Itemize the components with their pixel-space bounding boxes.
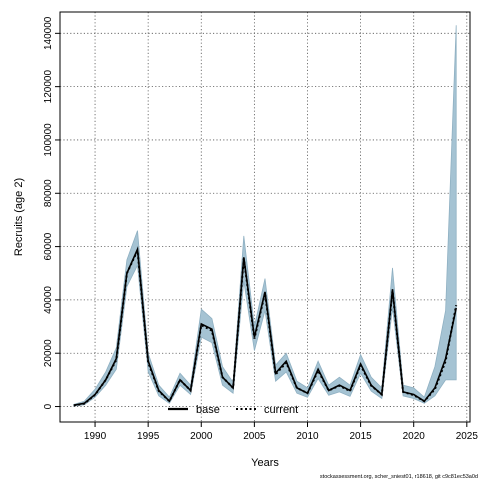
x-axis: 1990 1995 2000 2005 2010 2015 2020 2025	[84, 422, 478, 442]
x-tick-label: 1990	[84, 431, 107, 442]
plot-frame	[59, 11, 471, 423]
y-tick-label: 100000	[43, 123, 54, 157]
y-tick-label: 120000	[43, 70, 54, 104]
x-tick-label: 2015	[349, 431, 372, 442]
y-tick-label: 60000	[43, 232, 54, 260]
legend: base current	[168, 404, 298, 416]
grid-lines	[60, 12, 470, 422]
x-tick-label: 2005	[243, 431, 266, 442]
x-tick-label: 1995	[137, 431, 160, 442]
y-tick-label: 40000	[43, 286, 54, 314]
footer-credit: stockassessment.org, scher_sniest01, r18…	[320, 474, 478, 480]
x-axis-label: Years	[251, 457, 279, 469]
y-tick-label: 20000	[43, 339, 54, 367]
y-tick-label: 140000	[43, 16, 54, 50]
x-tick-label: 2020	[403, 431, 426, 442]
y-axis-label: Recruits (age 2)	[13, 178, 25, 256]
y-axis: 0 20000 40000 60000 80000 100000 120000 140000	[43, 16, 60, 409]
x-tick-label: 2010	[296, 431, 319, 442]
y-tick-label: 80000	[43, 179, 54, 207]
x-tick-label: 2000	[190, 431, 213, 442]
series-line-base	[73, 246, 457, 406]
legend-base-label: base	[196, 404, 220, 416]
y-tick-label: 0	[43, 403, 54, 409]
series-lines-layer	[73, 246, 458, 407]
legend-current-label: current	[264, 404, 298, 416]
x-tick-label: 2025	[456, 431, 479, 442]
